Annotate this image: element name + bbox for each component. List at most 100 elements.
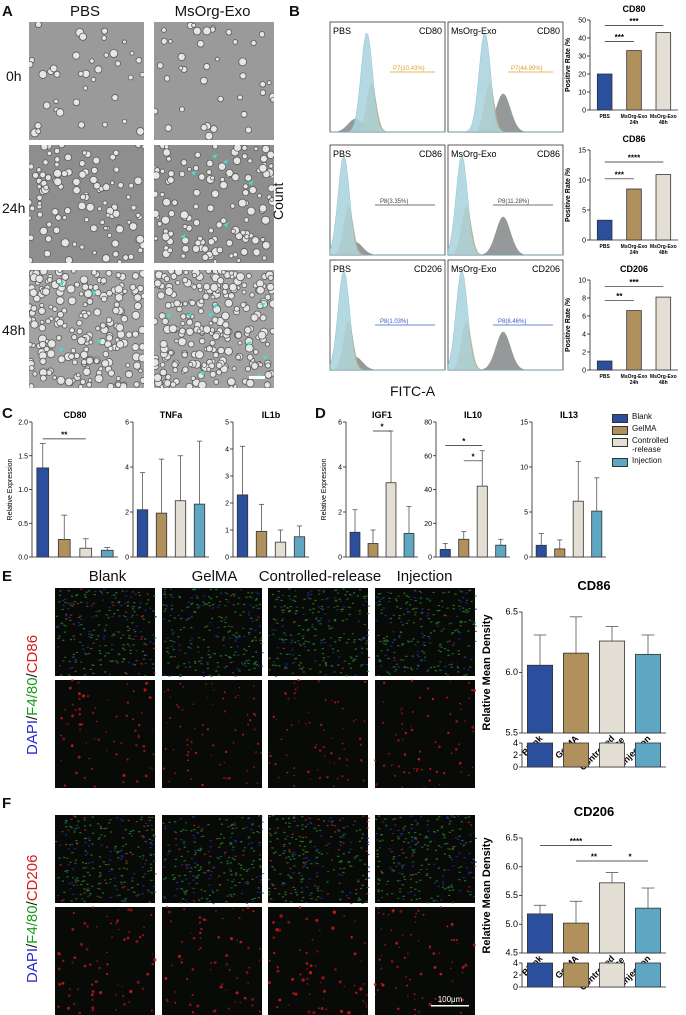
fluor-signal [188, 882, 191, 884]
cell [90, 225, 97, 232]
fluor-signal [131, 614, 134, 616]
fluor-red-signal [224, 750, 228, 754]
fluor-signal [246, 883, 249, 885]
cell-texture [154, 270, 274, 388]
flow-count-label: Count [270, 182, 286, 220]
fluor-signal [235, 638, 238, 640]
cell [165, 374, 171, 380]
fluor-signal [202, 675, 206, 677]
group-label: MsOrg-Exo [451, 149, 497, 159]
cell [134, 302, 142, 310]
flow-histogram: P7(10.43%)PBS CD80 [329, 21, 446, 133]
fluor-signal [242, 663, 245, 666]
fluor-red-signal [201, 733, 204, 736]
fluor-signal [375, 620, 378, 622]
fluor-signal [148, 838, 151, 841]
fluor-signal [400, 848, 403, 851]
fluor-red-signal [91, 711, 95, 715]
fluor-signal [422, 644, 425, 646]
fluor-signal [108, 881, 112, 884]
cell [205, 132, 213, 140]
cell [126, 363, 130, 367]
fluor-signal [427, 830, 430, 832]
fluor-signal [193, 849, 197, 852]
fluor-signal [83, 652, 86, 654]
fluor-signal [66, 876, 69, 878]
fluor-signal [192, 834, 195, 837]
fluor-red-signal [390, 764, 393, 767]
fluor-signal [234, 593, 237, 595]
fluor-signal [164, 897, 167, 900]
fluor-signal [132, 644, 135, 646]
fluor-signal [229, 870, 233, 872]
fluor-signal [186, 867, 189, 869]
cell [170, 382, 176, 387]
fluor-signal [342, 871, 345, 874]
fluor-red-signal [256, 782, 259, 785]
fluor-signal [328, 620, 331, 622]
fluor-signal [153, 853, 156, 856]
fluor-signal [366, 821, 369, 823]
fluor-signal [301, 824, 304, 826]
fluor-red-signal [343, 727, 345, 729]
fluorescence-red-channel [55, 679, 155, 788]
fluor-signal [189, 871, 192, 873]
fluor-signal [411, 861, 414, 863]
fluor-red-signal [406, 984, 409, 987]
fluor-red-signal [177, 706, 180, 709]
fluor-signal [238, 670, 241, 672]
fluor-signal [178, 595, 181, 598]
fluor-red-signal [123, 1002, 126, 1006]
fluor-red-signal [57, 952, 61, 956]
fluor-signal [211, 607, 214, 609]
tile-background [268, 680, 368, 788]
fluor-signal [454, 593, 457, 595]
fluor-signal [402, 864, 405, 866]
fluor-signal [276, 827, 280, 829]
fluor-signal [352, 824, 355, 826]
fluor-signal [294, 595, 297, 598]
fluor-signal [56, 895, 59, 897]
cell [207, 160, 213, 167]
fluor-signal [285, 667, 288, 669]
fluor-signal [367, 871, 370, 873]
fluor-red-signal [115, 753, 118, 756]
histogram-control [448, 32, 563, 133]
fluor-signal [72, 603, 76, 605]
fluor-signal [120, 604, 123, 607]
fluor-signal [342, 827, 345, 829]
fluor-signal [190, 615, 194, 617]
fluor-red-signal [339, 1010, 343, 1014]
fluor-red-signal [174, 991, 177, 993]
fluor-signal [151, 634, 155, 636]
y-tick-label: 0.5 [18, 521, 28, 528]
fluor-signal [223, 667, 226, 669]
fluor-signal [413, 851, 416, 853]
fluor-signal [190, 597, 193, 599]
fluor-signal [460, 866, 463, 868]
cell [217, 247, 223, 253]
fluor-red-signal [214, 1009, 217, 1012]
fluor-red-signal [305, 951, 307, 954]
fluor-signal [113, 613, 116, 615]
bar [155, 512, 168, 558]
legend-item-injection: Injection [612, 456, 684, 468]
fluor-signal [376, 853, 379, 855]
fluor-signal [116, 631, 119, 633]
fluor-signal [443, 591, 447, 593]
cell [245, 366, 251, 371]
fluor-red-signal [96, 720, 98, 723]
fluor-signal [418, 833, 422, 836]
fluor-red-signal [421, 997, 424, 999]
fluor-signal [439, 651, 442, 653]
fluor-signal [366, 893, 369, 895]
fluor-signal [435, 858, 438, 860]
x-tick-label: 24h [630, 120, 639, 126]
fluor-red-signal [253, 728, 256, 731]
marker-label: CD80 [537, 26, 560, 36]
cell [209, 363, 215, 369]
fluor-red-signal [457, 942, 459, 945]
fluor-signal [146, 829, 149, 831]
micrograph-exo-48h [154, 270, 274, 388]
cell [123, 255, 129, 260]
